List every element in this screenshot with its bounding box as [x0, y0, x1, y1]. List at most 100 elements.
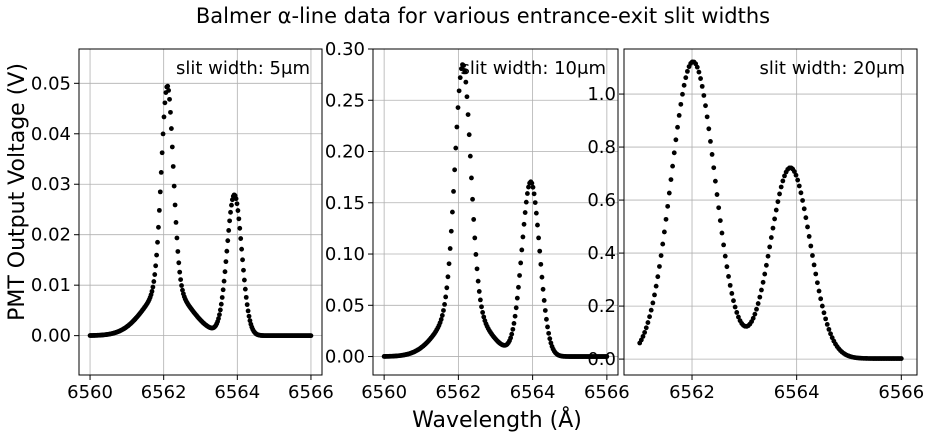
data-point — [770, 225, 776, 231]
data-point — [162, 100, 168, 106]
data-point — [706, 126, 712, 132]
data-point — [670, 163, 675, 169]
data-point — [445, 274, 451, 280]
data-point — [220, 287, 226, 293]
data-point — [545, 324, 550, 330]
data-point — [225, 238, 231, 244]
data-point — [734, 310, 740, 315]
data-point — [810, 253, 815, 258]
data-point — [471, 217, 477, 222]
data-point — [179, 283, 184, 288]
data-point — [464, 94, 470, 100]
y-tick-label: 0.01 — [31, 275, 71, 296]
data-point — [760, 279, 766, 285]
data-point — [824, 322, 830, 327]
data-point — [233, 196, 239, 202]
data-point — [170, 164, 176, 169]
data-point — [236, 216, 242, 222]
y-tick-label: 0.05 — [31, 73, 71, 94]
data-point — [177, 269, 183, 275]
data-point — [533, 210, 539, 216]
data-point — [519, 247, 525, 253]
data-point — [754, 306, 759, 312]
data-point — [544, 316, 549, 322]
data-point — [661, 229, 667, 235]
y-tick-label: 0.00 — [31, 326, 71, 347]
x-tick-label: 6560 — [67, 382, 113, 403]
data-point — [532, 200, 538, 206]
data-point — [813, 271, 819, 277]
data-point — [717, 218, 723, 224]
x-tick-label: 6566 — [584, 382, 630, 403]
data-point — [150, 284, 156, 290]
y-tick-label: 0.05 — [325, 295, 365, 316]
x-tick-label: 6562 — [669, 382, 715, 403]
data-point — [510, 326, 516, 332]
data-point — [663, 216, 669, 222]
data-point — [668, 177, 674, 183]
data-point — [455, 105, 461, 110]
data-point — [216, 316, 221, 321]
data-point — [681, 82, 687, 88]
data-point — [509, 331, 515, 337]
data-point — [537, 248, 543, 254]
data-point — [647, 314, 652, 320]
data-point — [801, 206, 807, 212]
data-point — [808, 243, 814, 249]
data-point — [151, 279, 157, 284]
data-point — [763, 262, 769, 268]
y-tick-label: 0.25 — [325, 90, 365, 111]
data-point — [719, 230, 725, 236]
data-point — [466, 132, 472, 138]
data-point — [159, 150, 165, 156]
data-point — [481, 314, 487, 320]
data-point — [224, 248, 230, 254]
y-tick-label: 0.0 — [587, 349, 616, 370]
x-tick-label: 6564 — [510, 382, 556, 403]
data-point — [176, 260, 182, 266]
y-tick-label: 0.04 — [31, 124, 71, 145]
data-point — [665, 203, 671, 209]
data-point — [803, 215, 809, 221]
data-point — [643, 325, 649, 331]
data-point — [526, 184, 531, 190]
data-point — [642, 330, 648, 335]
data-point — [477, 297, 483, 303]
data-point — [218, 301, 224, 307]
data-point — [782, 173, 787, 179]
data-point — [816, 288, 822, 294]
data-point — [438, 316, 444, 322]
data-point — [511, 321, 517, 326]
data-point — [750, 315, 756, 321]
panel-slit-5um: 6560 6562 6564 6566 0.00 0.01 0.02 0.03 0.04 0.05… — [31, 48, 334, 403]
data-point — [777, 191, 782, 197]
data-point — [701, 93, 707, 98]
data-point — [767, 244, 773, 250]
data-point — [242, 286, 248, 292]
data-point — [450, 209, 455, 215]
data-point — [818, 296, 824, 302]
data-point — [463, 79, 469, 85]
data-point — [536, 235, 541, 241]
data-point — [217, 312, 222, 318]
data-point — [308, 333, 314, 339]
data-point — [531, 191, 537, 197]
data-point — [645, 320, 651, 325]
data-point — [168, 126, 174, 131]
y-tick-label: 0.02 — [31, 225, 71, 246]
data-point — [780, 178, 786, 184]
y-tick-label: 0.6 — [587, 190, 616, 211]
x-tick-label: 6562 — [141, 382, 187, 403]
data-point — [540, 286, 546, 292]
data-point — [671, 150, 677, 156]
axes-frame — [623, 48, 918, 376]
data-point — [648, 307, 654, 313]
data-point — [476, 289, 482, 294]
data-point — [653, 283, 659, 289]
data-point — [523, 199, 529, 205]
data-point — [456, 88, 462, 94]
data-point — [475, 278, 481, 284]
data-point — [508, 335, 514, 341]
data-point — [152, 272, 158, 277]
data-point — [240, 257, 245, 263]
